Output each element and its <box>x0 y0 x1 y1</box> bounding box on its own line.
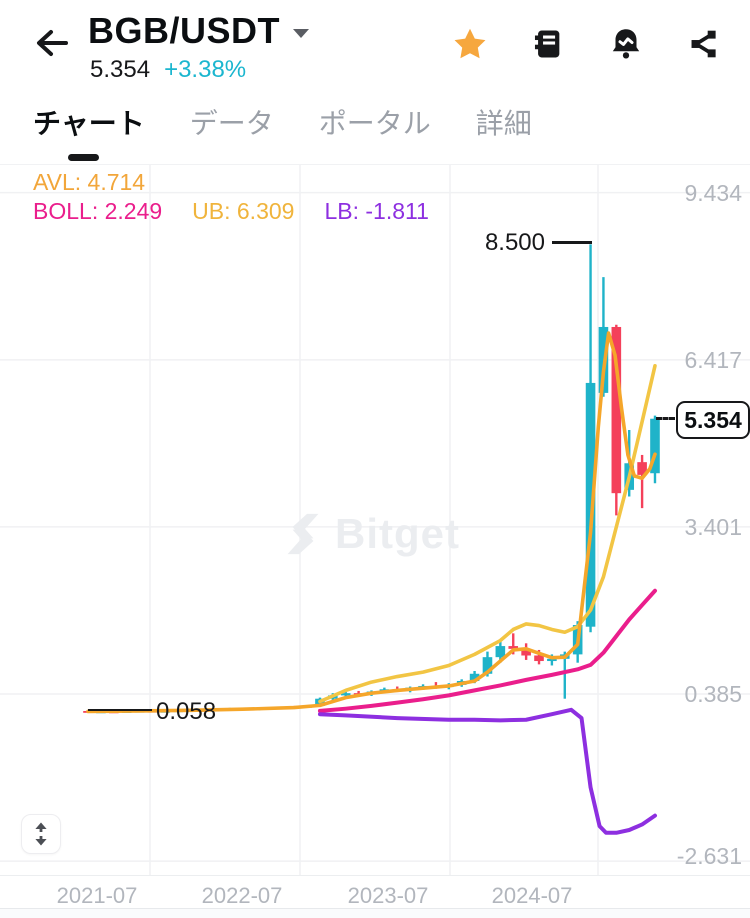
tab-portal[interactable]: ポータル <box>318 108 431 139</box>
share-button[interactable] <box>686 26 722 62</box>
bottom-divider <box>0 908 750 909</box>
indicator-legend-row-1: AVL: 4.714 <box>33 169 145 196</box>
x-axis: 2021-07 2022-07 2023-07 2024-07 <box>0 883 750 908</box>
favorite-button[interactable] <box>452 26 488 62</box>
pair-selector[interactable]: BGB/USDT <box>88 10 310 52</box>
low-price-annotation: 0.058 <box>156 698 217 725</box>
orders-button[interactable] <box>530 26 566 62</box>
y-axis-label: 9.434 <box>684 180 742 206</box>
bottom-strip <box>0 909 750 918</box>
indicator-legend-row-2: BOLL: 2.249 UB: 6.309 LB: -1.811 <box>33 198 429 225</box>
lb-indicator-value: LB: -1.811 <box>324 198 429 224</box>
high-price-annotation: 8.500 <box>484 229 545 256</box>
x-axis-divider <box>0 875 750 876</box>
current-price-dash <box>656 417 675 420</box>
ub-indicator-value: UB: 6.309 <box>192 198 295 224</box>
price-scale-toggle-button[interactable] <box>21 814 61 854</box>
chevron-down-icon <box>293 29 309 38</box>
y-axis-label: 3.401 <box>684 514 742 540</box>
alert-bell-icon <box>612 29 640 59</box>
x-axis-label: 2022-07 <box>201 883 283 908</box>
active-tab-underline <box>68 154 99 161</box>
y-axis-label: 6.417 <box>684 347 742 373</box>
current-price-tag: 5.354 <box>676 401 750 439</box>
x-axis-label: 2021-07 <box>56 883 138 908</box>
header-divider <box>0 164 750 165</box>
arrow-left-icon <box>37 30 68 56</box>
last-price: 5.354 <box>90 56 151 83</box>
share-icon <box>691 30 716 58</box>
price-row: 5.354 +3.38% <box>90 56 246 84</box>
notebook-icon <box>534 30 560 58</box>
pair-title: BGB/USDT <box>88 10 280 51</box>
tab-bar: チャート データ ポータル 詳細 <box>33 105 532 143</box>
y-axis-label: -2.631 <box>676 843 742 869</box>
avl-indicator-value: AVL: 4.714 <box>33 169 146 195</box>
watermark-text: Bitget <box>335 510 460 557</box>
tab-details[interactable]: 詳細 <box>475 108 532 139</box>
high-price-annotation-line <box>552 241 592 244</box>
candlestick-chart[interactable] <box>0 165 750 875</box>
tab-chart[interactable]: チャート <box>33 108 145 139</box>
bitget-watermark: Bitget <box>281 510 460 558</box>
star-icon <box>454 28 486 59</box>
boll-indicator-value: BOLL: 2.249 <box>33 198 163 224</box>
header-actions <box>452 26 722 62</box>
tab-data[interactable]: データ <box>189 108 274 139</box>
price-alert-button[interactable] <box>608 26 644 62</box>
up-down-arrows-icon <box>35 822 47 846</box>
low-price-annotation-line <box>88 709 152 711</box>
price-change-percent: +3.38% <box>164 56 247 83</box>
back-button[interactable] <box>30 22 74 66</box>
bitget-logo-icon <box>287 513 319 555</box>
x-axis-label: 2023-07 <box>347 883 429 908</box>
y-axis-label: 0.385 <box>684 681 742 707</box>
x-axis-label: 2024-07 <box>491 883 573 908</box>
